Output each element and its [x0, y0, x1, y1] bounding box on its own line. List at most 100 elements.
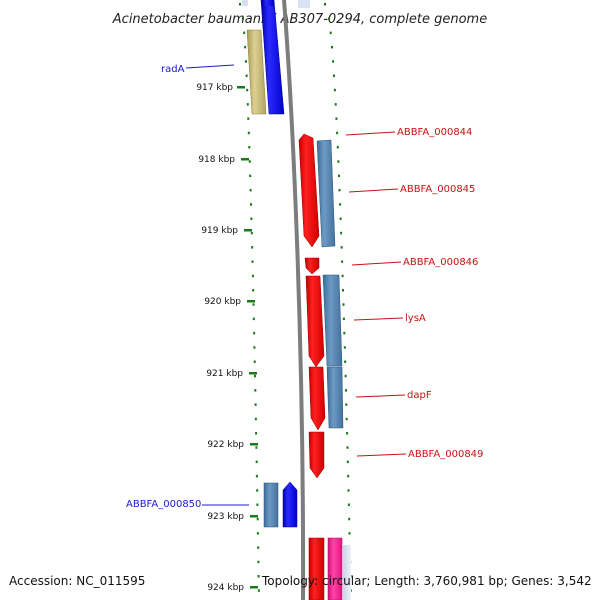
- gene-label-ABBFA-000844[interactable]: ABBFA_000844: [397, 127, 472, 138]
- left-tick-dot: [257, 560, 260, 564]
- right-tick-dot: [343, 331, 346, 335]
- left-tick-dot: [257, 589, 260, 592]
- leader-line-ABBFA-000845: [348, 188, 399, 193]
- left-tick-dot: [255, 446, 258, 449]
- gene-label-ABBFA-000850[interactable]: ABBFA_000850: [126, 499, 201, 510]
- right-tick-dot: [340, 246, 343, 249]
- left-tick-dot: [255, 474, 258, 478]
- right-tick-dot: [346, 432, 349, 435]
- gene-ABBFA-000845-feature[interactable]: [316, 139, 336, 248]
- left-tick-dot: [255, 460, 258, 464]
- leader-line-lysA: [353, 317, 404, 321]
- gene-labels: radA ABBFA_000844 ABBFA_000845 ABBFA_000…: [126, 64, 483, 510]
- right-tick-dot: [337, 160, 340, 163]
- gene-radA-arrow[interactable]: [260, 0, 285, 115]
- gene-fragment-top: [262, 0, 274, 6]
- right-tick-dot: [334, 103, 337, 106]
- right-tick-dot: [336, 146, 339, 149]
- kbp-tick-mark: [249, 372, 257, 375]
- kbp-tick-label: 921 kbp: [206, 369, 243, 379]
- kbp-tick-label: 923 kbp: [207, 512, 244, 522]
- left-tick-dot: [249, 188, 252, 192]
- right-tick-dot: [341, 260, 344, 263]
- left-tick-dot: [256, 503, 259, 506]
- left-tick-dot: [256, 489, 259, 492]
- gene-ABBFA-000850-arrow[interactable]: [282, 481, 298, 528]
- left-tick-dot: [244, 60, 247, 63]
- kbp-tick-mark: [241, 158, 249, 161]
- left-tick-dot: [251, 274, 254, 278]
- right-tick-dot: [344, 360, 347, 363]
- right-tick-dot: [339, 203, 342, 206]
- gene-dapF-arrow[interactable]: [308, 366, 326, 431]
- left-tick-dot: [245, 74, 248, 77]
- left-tick-dot: [255, 432, 258, 435]
- right-tick-dot: [345, 389, 347, 392]
- right-tick-dot: [348, 517, 351, 521]
- left-tick-dot: [257, 575, 260, 578]
- left-tick-dot: [241, 17, 244, 20]
- right-tick-dot: [329, 31, 332, 35]
- right-tick-dot: [342, 317, 345, 321]
- kbp-tick-mark: [250, 515, 258, 518]
- kbp-tick-label: 924 kbp: [207, 583, 244, 593]
- left-tick-dot: [252, 289, 255, 292]
- leader-line-ABBFA-000849: [356, 453, 407, 457]
- accession-text: Accession: NC_011595: [9, 574, 146, 588]
- kbp-tick-mark: [244, 229, 252, 232]
- gene-ABBFA-000849-arrow[interactable]: [308, 431, 325, 479]
- gene-lysA-feature[interactable]: [322, 274, 343, 367]
- right-tick-dot: [343, 346, 346, 349]
- gene-label-ABBFA-000845[interactable]: ABBFA_000845: [400, 184, 475, 195]
- leader-line-ABBFA-000844: [345, 131, 396, 136]
- gene-ABBFA-000846-arrow[interactable]: [304, 257, 320, 275]
- right-tick-dot: [342, 289, 344, 292]
- left-tick-dot: [243, 31, 246, 35]
- genome-backbone-arc: [282, 0, 306, 600]
- left-tick-dot: [248, 146, 251, 149]
- left-tick-dot: [256, 532, 259, 535]
- gene-dapF-feature[interactable]: [326, 366, 344, 429]
- gene-label-lysA[interactable]: lysA: [405, 313, 426, 324]
- gene-label-dapF[interactable]: dapF: [407, 390, 432, 401]
- left-tick-dot: [249, 174, 252, 178]
- right-tick-dot: [328, 17, 330, 20]
- left-tick-dot: [246, 103, 249, 106]
- right-tick-dot: [344, 374, 347, 378]
- gene-radA-feature[interactable]: [246, 29, 267, 115]
- leader-line-dapF: [355, 394, 406, 398]
- left-tick-dot: [239, 3, 241, 6]
- right-tick-marks: [324, 3, 352, 592]
- left-tick-dot: [251, 260, 254, 263]
- left-tick-dot: [254, 374, 256, 378]
- right-tick-dot: [347, 474, 350, 478]
- right-tick-dot: [348, 532, 351, 535]
- kbp-tick-mark: [237, 86, 245, 89]
- kbp-scale: 917 kbp 918 kbp 919 kbp 920 kbp 921 kbp …: [196, 83, 258, 593]
- left-tick-marks: [239, 3, 260, 592]
- kbp-tick-mark: [250, 443, 258, 446]
- gene-ABBFA-000844-arrow[interactable]: [298, 133, 320, 248]
- left-tick-dot: [247, 117, 250, 120]
- right-tick-dot: [331, 45, 333, 49]
- kbp-tick-label: 922 kbp: [207, 440, 244, 450]
- right-tick-dot: [339, 217, 342, 220]
- map-title: Acinetobacter baumannii AB307-0294, comp…: [112, 12, 487, 27]
- gene-label-radA[interactable]: radA: [161, 64, 185, 75]
- leader-line-radA: [185, 64, 235, 69]
- gene-bottom-red-feature[interactable]: [308, 537, 325, 600]
- right-tick-dot: [338, 188, 341, 192]
- right-tick-dot: [340, 231, 343, 235]
- left-tick-dot: [247, 131, 250, 135]
- gene-label-ABBFA-000849[interactable]: ABBFA_000849: [408, 449, 483, 460]
- gene-ABBFA-000850-feature[interactable]: [263, 482, 279, 528]
- left-tick-dot: [251, 246, 254, 249]
- left-tick-dot: [250, 231, 253, 235]
- gene-lysA-arrow[interactable]: [305, 275, 325, 368]
- gene-label-ABBFA-000846[interactable]: ABBFA_000846: [403, 257, 478, 268]
- right-tick-dot: [341, 274, 344, 278]
- right-tick-dot: [338, 174, 340, 178]
- gene-bottom-pink-feature[interactable]: [327, 537, 343, 600]
- kbp-tick-label: 920 kbp: [204, 297, 241, 307]
